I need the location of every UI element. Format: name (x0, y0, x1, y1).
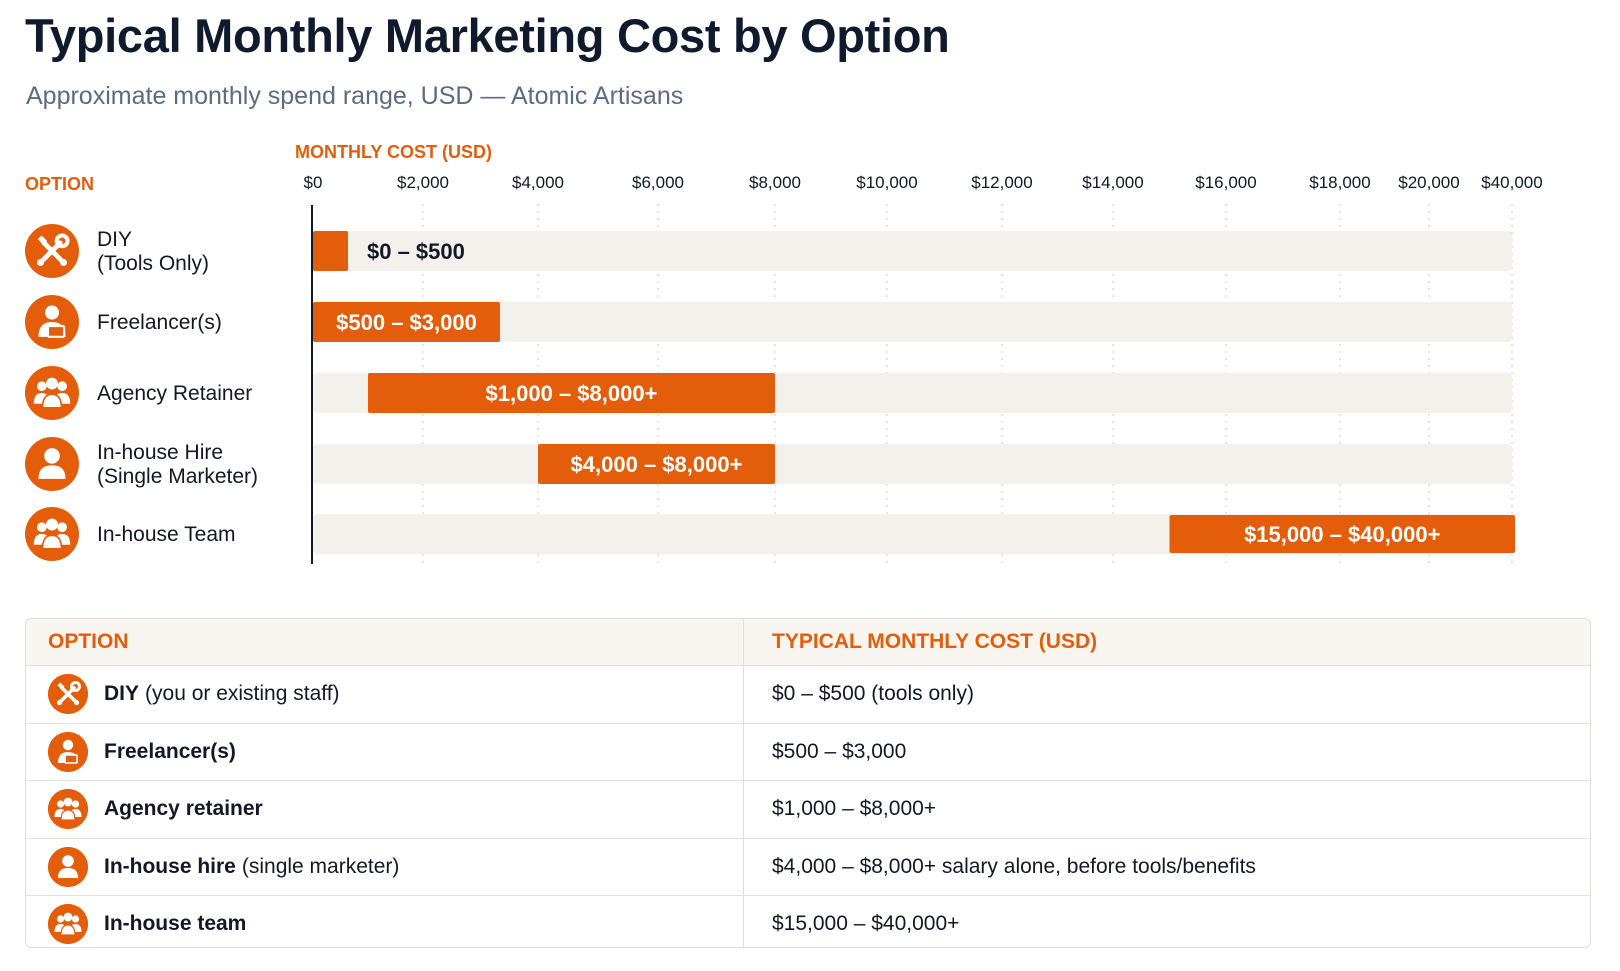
chart-grid (422, 204, 1513, 566)
bar-value-label: $4,000 – $8,000+ (571, 452, 743, 477)
person-icon (48, 846, 88, 887)
option-cell: Freelancer(s) (26, 723, 744, 780)
option-cell: In-house hire (single marketer) (26, 838, 744, 895)
person-icon (25, 437, 79, 491)
bar-track (313, 302, 1512, 342)
table-header-cost: TYPICAL MONTHLY COST (USD) (772, 630, 1098, 653)
cost-cell: $0 – $500 (tools only) (772, 682, 974, 706)
cost-table: OPTION TYPICAL MONTHLY COST (USD) DIY (yo… (25, 618, 1591, 948)
cost-cell: $500 – $3,000 (772, 739, 907, 763)
range-bar (1169, 515, 1515, 553)
category-header: OPTION (25, 174, 94, 194)
option-note: (single marketer) (241, 854, 400, 878)
chart-bars (311, 205, 1515, 564)
option-cell: DIY (you or existing staff) (26, 666, 744, 723)
category-label: DIY (97, 228, 132, 251)
page-title: Typical Monthly Marketing Cost by Option (25, 9, 950, 62)
table-header-option: OPTION (26, 619, 744, 665)
tools-icon (25, 224, 79, 278)
tools-icon (48, 674, 88, 715)
x-tick-label: $40,000 (1481, 173, 1542, 192)
chart-labels: MONTHLY COST (USD) OPTION $0 $2,000 $4,000 $6… (25, 142, 1543, 547)
group-icon (48, 904, 88, 945)
table-row: Freelancer(s) $500 – $3,000 (26, 723, 1590, 781)
bar-value-label: $15,000 – $40,000+ (1244, 522, 1440, 547)
option-note: (you or existing staff) (145, 682, 340, 706)
category-label: Freelancer(s) (97, 311, 222, 334)
range-bar (313, 231, 348, 271)
axis-title: MONTHLY COST (USD) (295, 142, 492, 162)
freelancer-icon (48, 731, 88, 772)
freelancer-icon (25, 295, 79, 349)
category-sublabel: (Tools Only) (97, 252, 209, 275)
table-row: Agency retainer $1,000 – $8,000+ (26, 781, 1590, 839)
page-subtitle: Approximate monthly spend range, USD — A… (26, 82, 684, 110)
group-icon (25, 366, 79, 420)
group-icon (48, 789, 88, 830)
x-tick-label: $14,000 (1082, 173, 1143, 192)
option-name: In-house team (104, 912, 247, 936)
x-tick-label: $12,000 (971, 173, 1032, 192)
range-bar (538, 444, 775, 484)
range-bar (313, 302, 500, 342)
table-row: In-house hire (single marketer) $4,000 – $… (26, 838, 1590, 896)
x-tick-label: $8,000 (749, 173, 801, 192)
bar-track (313, 231, 1512, 271)
chart-icons (25, 224, 79, 561)
x-tick-label: $4,000 (512, 173, 564, 192)
category-label: In-house Team (97, 523, 236, 546)
option-cell: Agency retainer (26, 781, 744, 838)
option-cell: In-house team (26, 896, 744, 947)
x-tick-label: $10,000 (856, 173, 917, 192)
x-tick-label: $20,000 (1398, 173, 1459, 192)
x-tick-label: $0 (304, 173, 323, 192)
x-tick-label: $16,000 (1195, 173, 1256, 192)
table-row: In-house team $15,000 – $40,000+ (26, 896, 1590, 947)
category-label: In-house Hire (97, 441, 223, 464)
range-bar (368, 373, 775, 413)
bar-value-label: $1,000 – $8,000+ (486, 381, 658, 406)
table-header-row: OPTION TYPICAL MONTHLY COST (USD) (26, 619, 1590, 666)
bar-track (313, 444, 1512, 484)
option-name: DIY (104, 682, 140, 706)
bar-value-label: $0 – $500 (367, 239, 465, 264)
group-icon (25, 507, 79, 561)
x-tick-label: $18,000 (1309, 173, 1370, 192)
table-body: DIY (you or existing staff) $0 – $500 (too… (26, 666, 1590, 947)
option-name: In-house hire (104, 854, 236, 878)
cost-cell: $15,000 – $40,000+ (772, 912, 960, 936)
bar-value-label: $500 – $3,000 (336, 310, 477, 335)
range-bar-chart: MONTHLY COST (USD) OPTION $0 $2,000 $4,000 $6… (25, 142, 1543, 566)
cost-cell: $1,000 – $8,000+ (772, 797, 937, 821)
option-name: Freelancer(s) (104, 739, 236, 763)
category-sublabel: (Single Marketer) (97, 465, 258, 488)
cost-cell: $4,000 – $8,000+ salary alone, before to… (772, 854, 1256, 878)
x-tick-label: $2,000 (397, 173, 449, 192)
category-label: Agency Retainer (97, 382, 252, 405)
table-row: DIY (you or existing staff) $0 – $500 (too… (26, 666, 1590, 724)
option-name: Agency retainer (104, 797, 263, 821)
x-tick-label: $6,000 (632, 173, 684, 192)
